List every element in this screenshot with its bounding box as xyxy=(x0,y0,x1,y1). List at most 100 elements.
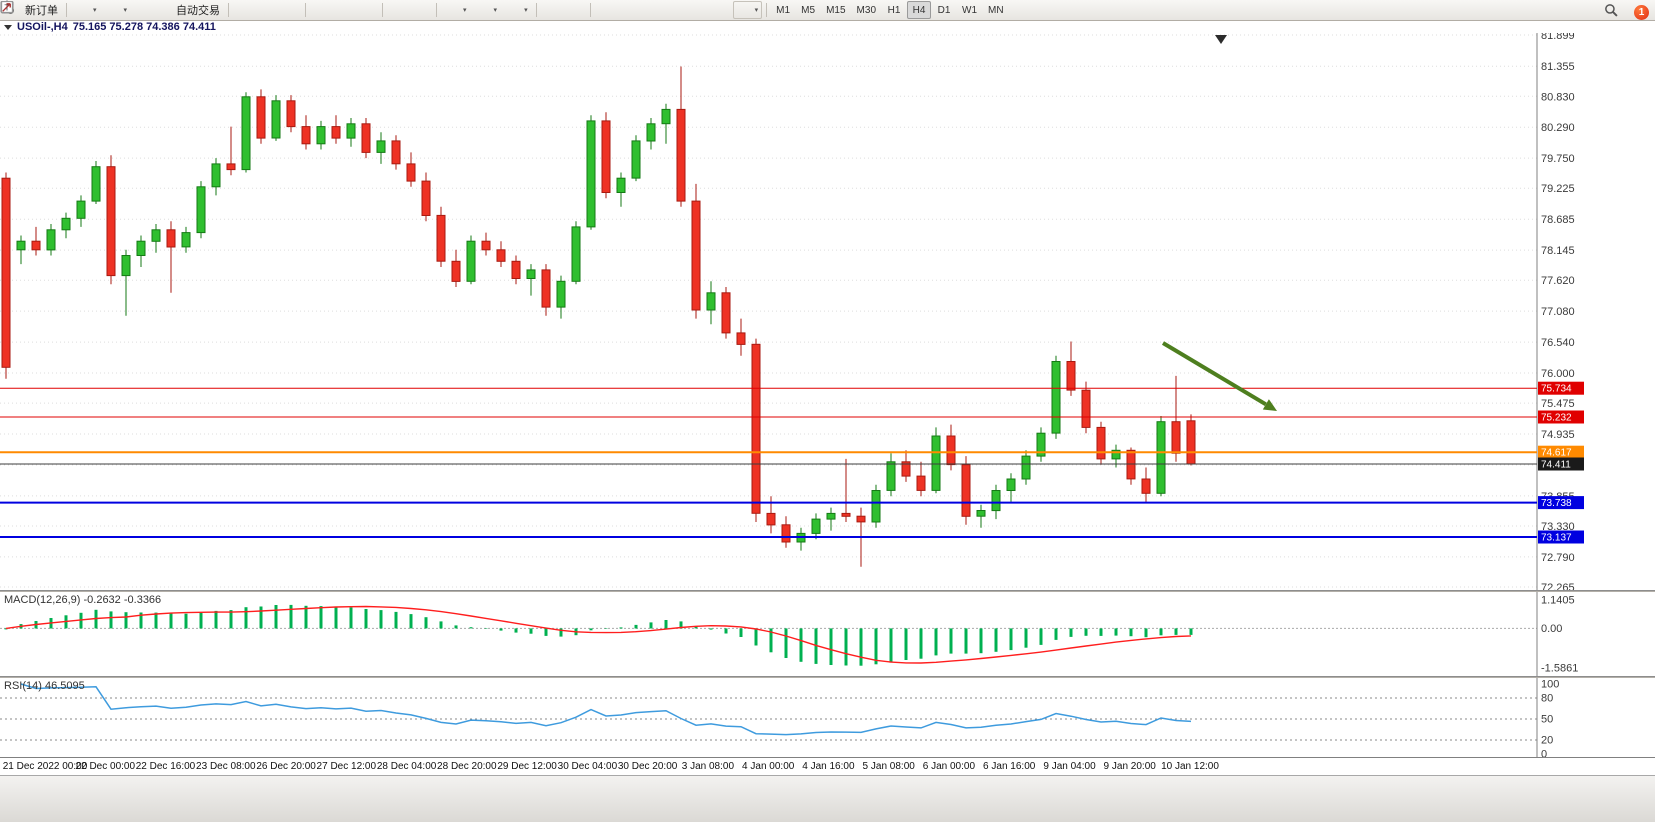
search-button[interactable] xyxy=(1604,3,1626,21)
timeframe-h1-button[interactable]: H1 xyxy=(887,4,901,16)
zoom-in-button[interactable] xyxy=(1,1,332,19)
notification-badge[interactable]: 1 xyxy=(1634,4,1649,20)
template-icon xyxy=(1,1,520,17)
toolbar-separator xyxy=(436,3,438,17)
svg-text:80.290: 80.290 xyxy=(1541,122,1575,134)
arrow-objects-button[interactable]: ▾ xyxy=(2,1,763,19)
trendline-icon xyxy=(1,1,636,17)
time-axis-label: 21 Dec 2022 00:00 xyxy=(2,761,88,772)
textT-icon: T xyxy=(1,1,728,17)
timeframe-mn-button[interactable]: MN xyxy=(988,4,1004,16)
cursor-button[interactable] xyxy=(4,1,563,19)
auto-trading-icon xyxy=(1,0,173,17)
chart-symbol-period: USOil-,H4 xyxy=(17,21,68,33)
navigator-icon xyxy=(1,1,150,17)
indicators-button[interactable]: ▾ xyxy=(1,1,471,19)
zoom-out-icon xyxy=(1,1,351,17)
svg-text:77.620: 77.620 xyxy=(1541,275,1575,287)
trendline-button[interactable] xyxy=(1,1,640,19)
channel-icon xyxy=(0,2,659,17)
new-order-label: 新订单 xyxy=(25,5,58,17)
tile-windows-button[interactable] xyxy=(1,1,378,19)
chart-title-bar: USOil-,H4 75.165 75.278 74.386 74.411 xyxy=(0,21,1655,33)
new-chart-button[interactable]: ▾ xyxy=(0,1,101,19)
shift-icon xyxy=(0,2,428,17)
svg-text:80: 80 xyxy=(1541,693,1553,705)
time-axis-label: 4 Jan 00:00 xyxy=(742,761,795,772)
chart-bars-button[interactable] xyxy=(1,1,255,19)
time-axis-label: 26 Dec 20:00 xyxy=(256,761,316,772)
rsi-value: 46.5095 xyxy=(44,680,85,692)
dropdown-arrow-icon: ▾ xyxy=(93,7,97,14)
svg-text:77.080: 77.080 xyxy=(1541,306,1575,318)
auto-trading-button[interactable]: 自动交易 xyxy=(1,0,224,19)
line-icon xyxy=(1,2,297,17)
svg-text:75.734: 75.734 xyxy=(1541,384,1572,395)
templates-button[interactable]: ▾ xyxy=(1,1,532,19)
timeframe-m30-button[interactable]: M30 xyxy=(856,4,876,16)
svg-text:20: 20 xyxy=(1541,735,1553,747)
macd-panel[interactable]: 1.1405 0.00 -1.5861 MACD(12,26,9) -0.2632 … xyxy=(0,592,1655,676)
chart-menu-icon[interactable] xyxy=(4,24,12,30)
profiles-icon xyxy=(1,2,120,17)
timeframe-d1-button[interactable]: D1 xyxy=(937,4,951,16)
macd-signal-value: -0.3366 xyxy=(123,594,162,606)
fibonacci-button[interactable] xyxy=(1,1,686,19)
rsi-canvas[interactable]: 100 80 50 20 0 xyxy=(0,678,1655,757)
svg-text:50: 50 xyxy=(1541,714,1553,726)
time-axis-label: 30 Dec 04:00 xyxy=(557,761,618,772)
time-axis-label: 23 Dec 08:00 xyxy=(196,761,256,772)
toolbar-separator xyxy=(535,3,537,17)
price-chart-panel[interactable]: 81.899 81.355 80.830 80.290 79.750 79.225 78.6… xyxy=(0,33,1655,590)
time-axis[interactable]: 21 Dec 2022 00:00 22 Dec 00:00 22 Dec 16:0… xyxy=(0,757,1655,775)
toolbar-right: 1 xyxy=(1604,3,1649,21)
timeframe-m15-button[interactable]: M15 xyxy=(826,4,846,16)
text-label-button[interactable]: T xyxy=(1,1,732,19)
auto-trading-label: 自动交易 xyxy=(176,5,221,17)
arrows-icon xyxy=(2,3,751,17)
panel-splitter[interactable] xyxy=(0,676,1655,678)
macd-main-value: -0.2632 xyxy=(83,594,121,606)
text-button[interactable]: A xyxy=(3,1,709,19)
timeframe-w1-button[interactable]: W1 xyxy=(962,4,977,16)
crosshair-icon xyxy=(1,1,582,17)
svg-text:79.225: 79.225 xyxy=(1541,183,1575,195)
svg-text:81.355: 81.355 xyxy=(1541,61,1575,73)
chart-candlesticks-button[interactable] xyxy=(2,1,278,19)
svg-text:72.265: 72.265 xyxy=(1541,582,1575,590)
timeframe-h4-button[interactable]: H4 xyxy=(907,1,931,19)
market-watch-button[interactable] xyxy=(1,1,154,19)
timeframe-m5-button[interactable]: M5 xyxy=(801,4,816,16)
toolbar-separator xyxy=(228,3,230,17)
indicators-icon xyxy=(1,2,459,17)
horizontal-line-button[interactable] xyxy=(1,1,617,19)
svg-text:80.830: 80.830 xyxy=(1541,91,1575,103)
time-axis-label: 6 Jan 00:00 xyxy=(922,761,976,772)
price-chart-canvas[interactable]: 81.899 81.355 80.830 80.290 79.750 79.225 78.6… xyxy=(0,33,1655,590)
profiles-button[interactable]: ▾ xyxy=(1,1,132,19)
periods-button[interactable]: ▾ xyxy=(1,1,502,19)
panel-splitter[interactable] xyxy=(0,590,1655,592)
toolbar-separator xyxy=(766,3,768,17)
svg-text:75.475: 75.475 xyxy=(1541,398,1575,410)
macd-canvas[interactable]: 1.1405 0.00 -1.5861 xyxy=(0,592,1655,676)
timeframe-m1-button[interactable]: M1 xyxy=(776,4,791,16)
chart-line-button[interactable] xyxy=(1,1,301,19)
svg-text:73.137: 73.137 xyxy=(1541,533,1572,544)
svg-text:73.738: 73.738 xyxy=(1541,498,1572,509)
svg-text:100: 100 xyxy=(1541,679,1559,691)
equidistant-channel-button[interactable] xyxy=(0,1,663,19)
time-axis-label: 22 Dec 00:00 xyxy=(75,761,136,772)
crosshair-button[interactable] xyxy=(1,1,586,19)
svg-text:1.1405: 1.1405 xyxy=(1541,595,1575,607)
macd-label: MACD(12,26,9) -0.2632 -0.3366 xyxy=(4,594,161,606)
chart-shift-button[interactable] xyxy=(0,1,432,19)
zoom-out-button[interactable] xyxy=(1,1,355,19)
time-axis-label: 28 Dec 04:00 xyxy=(376,761,437,772)
auto-scroll-button[interactable] xyxy=(0,1,409,19)
clock-icon xyxy=(1,1,490,17)
svg-text:79.750: 79.750 xyxy=(1541,153,1575,165)
rsi-panel[interactable]: 100 80 50 20 0 RSI(14) 46.5095 xyxy=(0,678,1655,757)
textA-icon: A xyxy=(3,1,705,17)
